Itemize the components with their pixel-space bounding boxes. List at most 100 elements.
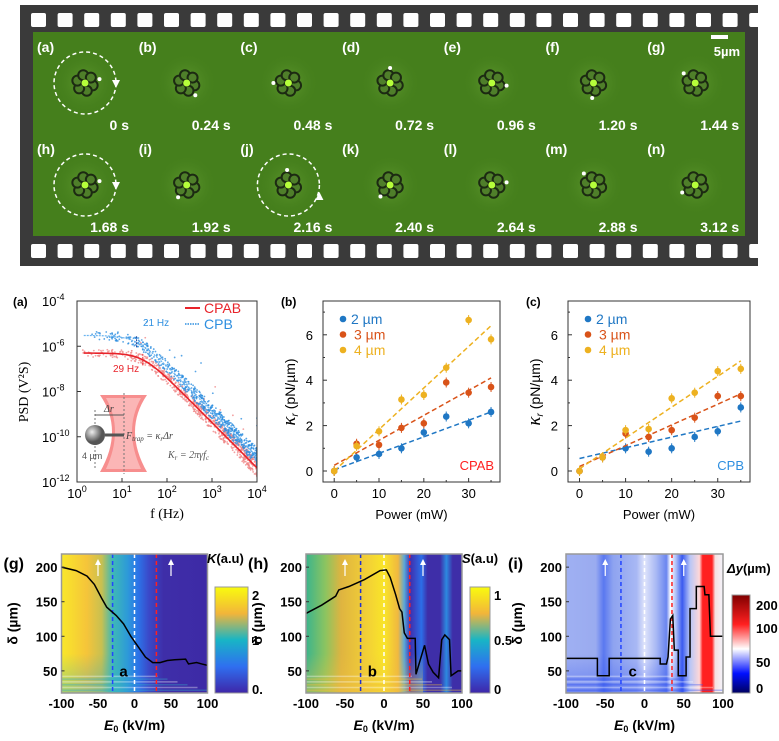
frame-time: 1.68 s <box>90 219 129 235</box>
data-point-CPB <box>161 356 164 359</box>
tracer-particle <box>504 83 509 88</box>
data-point-CPAB <box>146 356 149 359</box>
data-point-CPAB <box>240 454 243 457</box>
data-point-CPB <box>93 336 96 338</box>
sprocket-hole <box>137 13 153 27</box>
data-point-CPAB <box>252 471 255 473</box>
data-point <box>420 391 428 399</box>
data-point-CPAB <box>127 350 130 353</box>
data-point-CPB <box>232 439 234 441</box>
data-point-CPAB <box>198 413 201 416</box>
data-point-CPAB <box>182 397 185 400</box>
fit-line-2 <box>333 325 492 472</box>
sprocket-hole <box>270 13 286 27</box>
y-tick-label: 150 <box>280 595 302 610</box>
data-point-CPB <box>216 418 219 421</box>
y-tick-label: 0 <box>306 464 313 479</box>
data-point-CPB <box>254 459 257 461</box>
label-part: S <box>462 551 471 566</box>
x-axis-label: E0 (kV/m) <box>104 717 165 734</box>
data-point-CPAB <box>205 413 208 416</box>
center-particle <box>691 181 699 189</box>
data-point-CPAB <box>238 456 241 459</box>
sprocket-hole <box>563 13 578 27</box>
data-point-CPAB <box>161 378 164 381</box>
data-point-CPB <box>160 364 163 366</box>
data-point-CPB <box>245 451 248 454</box>
data-point <box>465 420 472 427</box>
data-point-CPB <box>177 379 180 382</box>
data-point-CPB <box>250 443 253 446</box>
data-point-CPB <box>221 418 224 421</box>
data-point-CPB <box>164 359 167 362</box>
data-point-CPB <box>192 384 194 387</box>
data-point-CPAB <box>186 394 188 396</box>
data-point-CPB <box>184 387 187 390</box>
data-point-CPAB <box>244 457 247 460</box>
data-point-CPB <box>231 436 234 439</box>
x-axis-label: Power (mW) <box>623 507 695 522</box>
label-part: r <box>290 412 301 416</box>
panel-label: (g) <box>4 556 24 573</box>
x-tick-label: 50 <box>416 696 430 711</box>
sprocket-hole <box>297 13 312 27</box>
data-point-CPB <box>223 416 225 418</box>
plot-frame <box>322 300 501 483</box>
frame-i: (i) 1.92 s <box>139 141 231 235</box>
data-point-CPB <box>173 367 176 370</box>
data-point-CPB <box>191 397 194 400</box>
data-point-CPB <box>117 331 119 334</box>
x-tick-label: 100 <box>197 696 219 711</box>
frame-time: 2.88 s <box>599 219 638 235</box>
data-point-CPB <box>253 456 256 459</box>
data-point-CPB <box>203 406 206 409</box>
data-point-CPB <box>229 432 232 435</box>
data-point-CPAB <box>145 357 148 360</box>
label-part: (kV/m) <box>628 717 675 733</box>
data-point-CPB <box>200 362 202 364</box>
data-point-CPB <box>218 422 221 425</box>
data-point-CPB <box>233 430 236 433</box>
data-point-CPB <box>185 381 187 383</box>
data-point-CPAB <box>133 357 136 360</box>
rotation-path <box>256 153 321 217</box>
data-point-CPB <box>190 395 193 397</box>
data-point-CPB <box>166 368 169 370</box>
label-part: 0 <box>623 724 628 734</box>
y-tick-label: 100 <box>280 629 302 644</box>
frame-label: (c) <box>240 39 257 55</box>
y-axis-label: κr (pN/µm) <box>279 358 301 425</box>
tracer-particle <box>378 194 383 199</box>
exponent: -6 <box>56 337 64 347</box>
data-point <box>398 396 405 403</box>
center-particle <box>81 79 89 87</box>
data-point-CPB <box>108 338 111 341</box>
data-point-CPB <box>182 387 185 390</box>
data-point-CPB <box>109 332 112 335</box>
data-point-CPB <box>227 419 230 422</box>
x-tick-label: -50 <box>336 696 355 711</box>
legend-label-cpab: CPAB <box>204 300 241 316</box>
data-point-CPB <box>141 348 144 351</box>
data-point-CPB <box>198 394 201 397</box>
data-point <box>398 424 405 432</box>
data-point-CPAB <box>165 380 168 383</box>
data-point-CPAB <box>242 428 245 431</box>
data-point-CPB <box>184 390 187 393</box>
data-point-CPAB <box>150 368 153 371</box>
data-point-CPB <box>211 417 214 420</box>
data-point-CPB <box>183 379 186 382</box>
data-point <box>420 429 428 436</box>
data-point-CPB <box>215 407 217 410</box>
cpb-corner-label: 21 Hz <box>143 318 169 329</box>
data-point-CPB <box>212 414 215 417</box>
frame-label: (n) <box>647 141 665 157</box>
frame-time: 0.96 s <box>497 117 536 133</box>
tracer-particle <box>504 180 509 185</box>
frame-label: (d) <box>342 39 360 55</box>
data-point-CPB <box>146 352 149 355</box>
data-point-CPB <box>223 424 226 427</box>
sprocket-hole <box>57 13 73 27</box>
data-point-CPB <box>158 361 161 363</box>
